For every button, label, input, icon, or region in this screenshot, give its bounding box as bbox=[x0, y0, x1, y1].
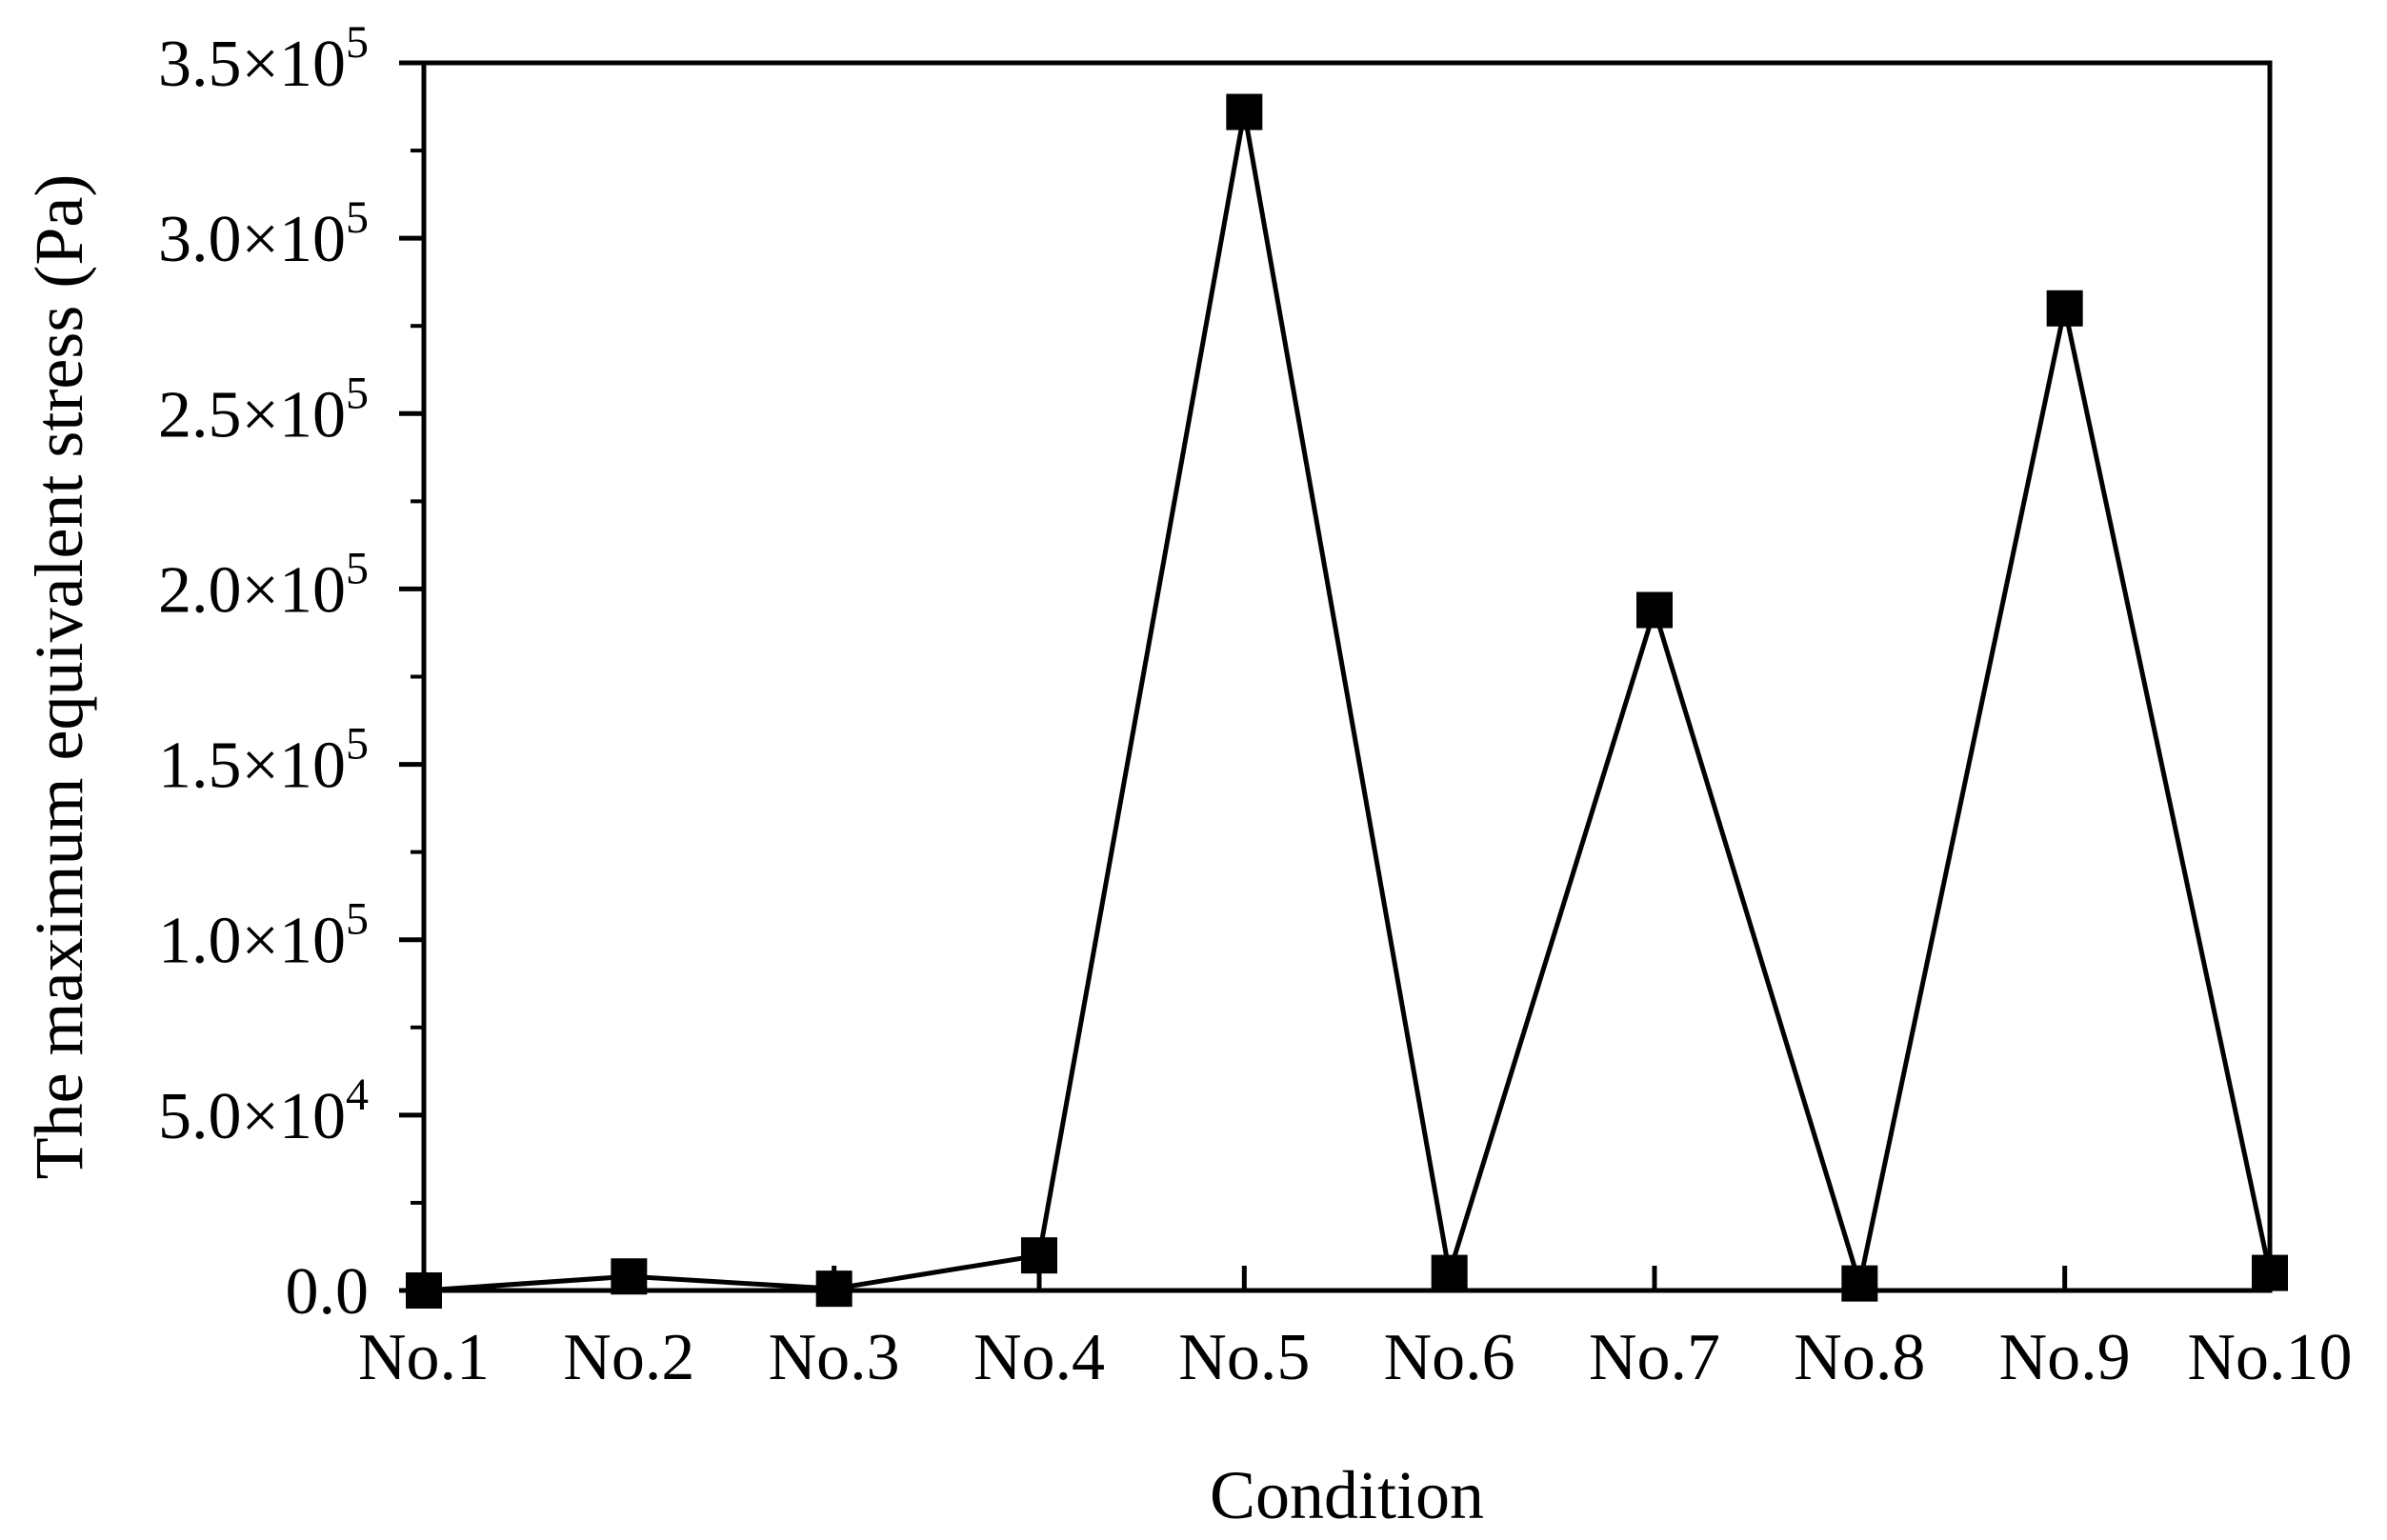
x-tick-label: No.3 bbox=[769, 1321, 900, 1394]
x-tick-label: No.7 bbox=[1589, 1321, 1720, 1394]
plot-frame bbox=[421, 60, 2273, 1293]
x-tick-label: No.5 bbox=[1178, 1321, 1310, 1394]
y-axis-ticks: 0.0 5.0×104 1.0×105 1.5×105 2.0×105 2.5×105 3.… bbox=[158, 17, 424, 1329]
y-tick-label: 2.0×105 bbox=[158, 543, 369, 627]
x-axis-ticks: No.1 No.2 No.3 No.4 No.5 No.6 No.7 No.8 No.9 No.1… bbox=[358, 1266, 2353, 1394]
x-tick-label: No.4 bbox=[973, 1321, 1105, 1394]
y-tick-label: 0.0 bbox=[286, 1255, 370, 1329]
x-axis-title: Condition bbox=[1210, 1457, 1484, 1533]
x-tick-label: No.1 bbox=[358, 1321, 490, 1394]
y-tick-label: 5.0×104 bbox=[158, 1070, 369, 1153]
series-line bbox=[423, 111, 2273, 1293]
x-tick-label: No.9 bbox=[1999, 1321, 2131, 1394]
y-tick-label: 2.5×105 bbox=[158, 368, 369, 451]
x-tick-label: No.2 bbox=[563, 1321, 694, 1394]
y-tick-label: 1.5×105 bbox=[158, 719, 369, 803]
x-tick-label: No.10 bbox=[2187, 1321, 2352, 1394]
data-point-marker bbox=[1431, 1254, 1468, 1291]
data-series bbox=[406, 93, 2288, 1309]
x-tick-label: No.8 bbox=[1794, 1321, 1925, 1394]
x-tick-label: No.6 bbox=[1384, 1321, 1515, 1394]
data-point-marker bbox=[1636, 591, 1673, 629]
y-tick-label: 3.5×105 bbox=[158, 17, 369, 101]
data-point-marker bbox=[1226, 93, 1263, 130]
y-axis-title: The maximum equivalent stress (Pa) bbox=[21, 174, 97, 1180]
y-tick-label: 3.0×105 bbox=[158, 192, 369, 276]
data-point-marker bbox=[1841, 1265, 1878, 1302]
data-point-marker bbox=[2046, 290, 2083, 327]
y-tick-label: 1.0×105 bbox=[158, 894, 369, 978]
data-point-marker bbox=[1021, 1237, 1057, 1274]
